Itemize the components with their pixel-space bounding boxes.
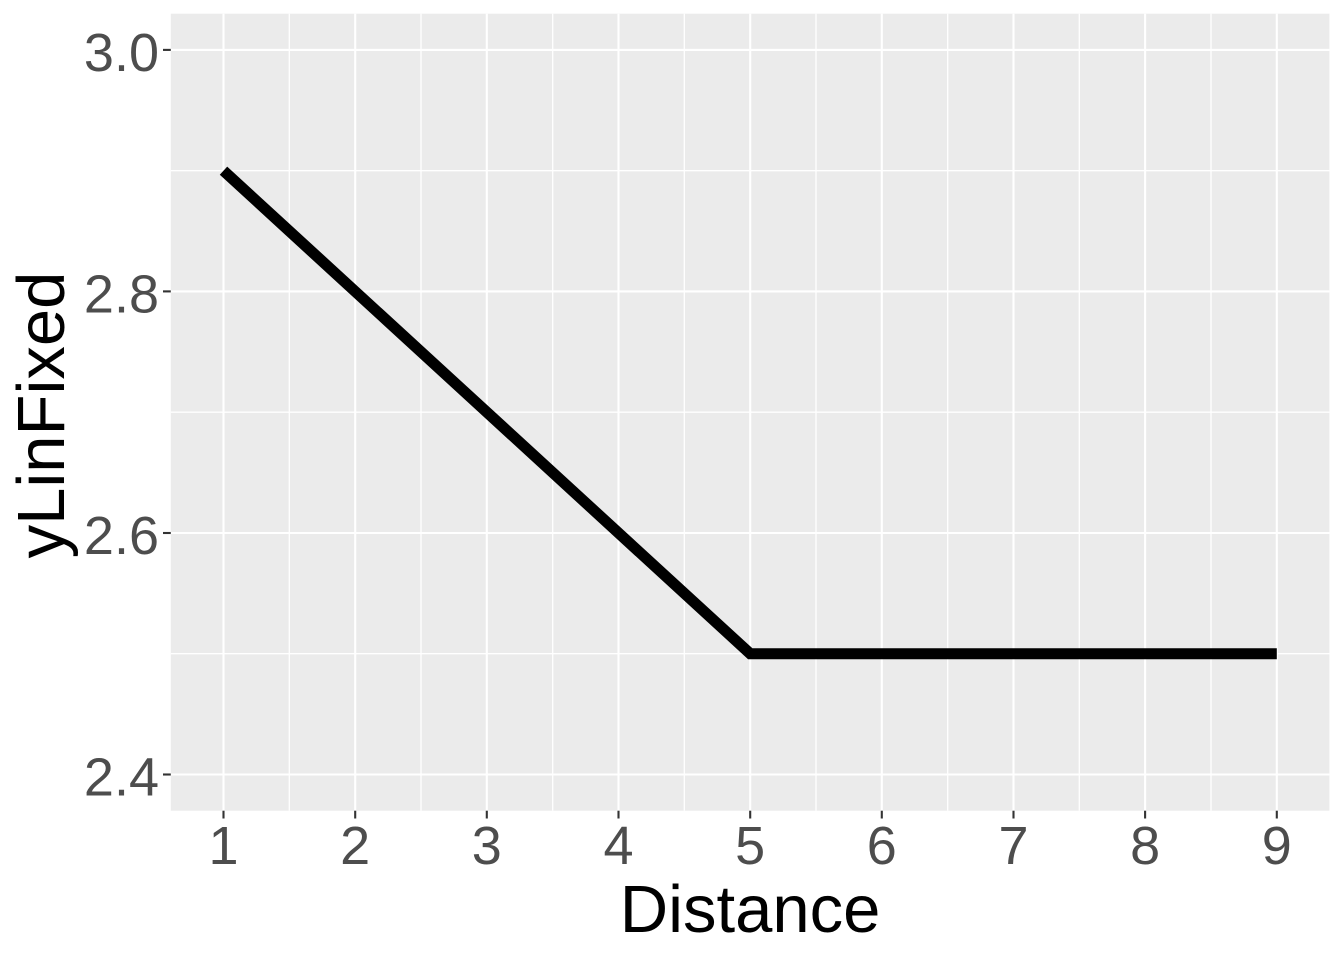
svg-text:3: 3	[472, 816, 502, 876]
svg-text:4: 4	[603, 816, 633, 876]
svg-text:yLinFixed: yLinFixed	[4, 272, 79, 559]
svg-text:Distance: Distance	[620, 872, 881, 947]
svg-text:2: 2	[340, 816, 370, 876]
svg-text:8: 8	[1130, 816, 1160, 876]
svg-text:3.0: 3.0	[84, 23, 159, 83]
svg-text:5: 5	[735, 816, 765, 876]
svg-text:2.6: 2.6	[84, 506, 159, 566]
svg-text:2.4: 2.4	[84, 748, 159, 808]
svg-text:1: 1	[208, 816, 238, 876]
svg-text:6: 6	[867, 816, 897, 876]
svg-text:7: 7	[998, 816, 1028, 876]
svg-text:2.8: 2.8	[84, 264, 159, 324]
svg-text:9: 9	[1262, 816, 1292, 876]
